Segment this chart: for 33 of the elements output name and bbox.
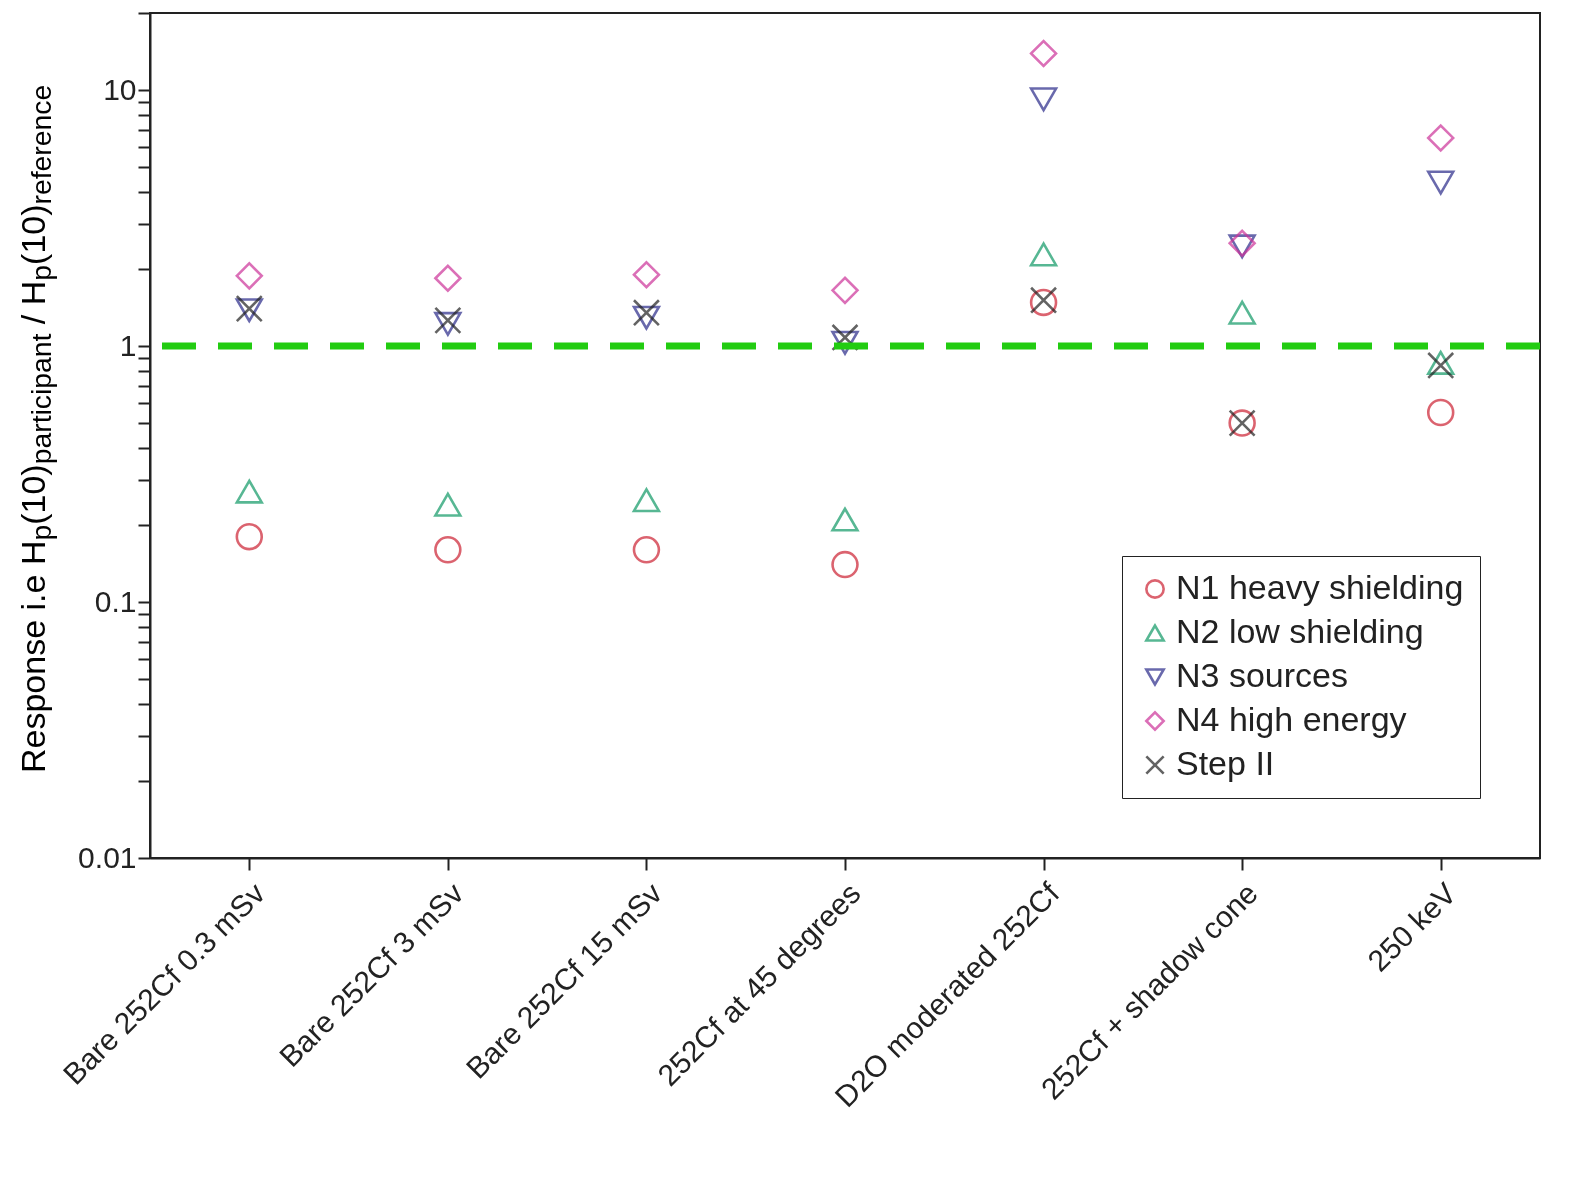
legend-label: N2 low shielding <box>1175 612 1424 650</box>
point <box>632 488 660 513</box>
y-tick-label: 1 <box>119 328 137 362</box>
point <box>632 298 660 327</box>
point <box>1029 242 1058 267</box>
point <box>1228 300 1256 325</box>
legend-label: N3 sources <box>1175 656 1348 694</box>
point <box>1029 87 1058 112</box>
point <box>1426 124 1455 152</box>
point <box>433 306 462 335</box>
point <box>433 492 462 517</box>
point <box>1426 170 1455 195</box>
point <box>632 536 660 564</box>
y-tick-label: 10 <box>102 72 137 106</box>
point <box>831 550 859 579</box>
point <box>1426 351 1455 380</box>
legend-label: N1 heavy shielding <box>1175 568 1464 606</box>
x-tick-label: 250 keV <box>1361 876 1463 978</box>
point <box>235 479 263 504</box>
point <box>1029 39 1058 68</box>
point <box>1426 398 1455 427</box>
point <box>632 260 660 289</box>
point <box>433 264 462 292</box>
point <box>831 276 859 305</box>
legend-label: N4 high energy <box>1175 700 1407 738</box>
y-tick-label: 0.1 <box>94 584 137 618</box>
point <box>433 536 462 564</box>
legend-label: Step II <box>1175 744 1275 782</box>
point <box>235 262 263 290</box>
y-tick-label: 0.01 <box>77 840 137 874</box>
point <box>831 507 859 532</box>
point <box>235 522 263 551</box>
point <box>1228 229 1256 258</box>
